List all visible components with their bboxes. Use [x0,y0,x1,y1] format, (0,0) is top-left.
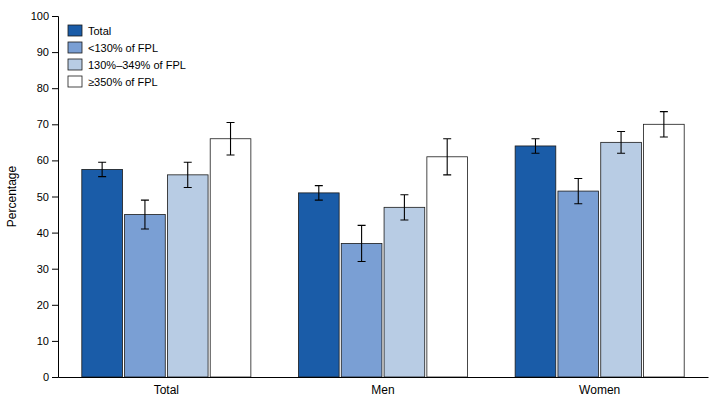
tick-mark [52,377,58,378]
bar [341,243,382,377]
tick: 0 [43,371,58,383]
tick-label: 80 [37,82,49,94]
legend-swatch [68,76,82,87]
tick: 50 [37,191,58,203]
bar [384,207,425,377]
legend-item: 130%–349% of FPL [68,59,186,71]
legend-swatch [68,25,82,36]
marks [82,112,684,377]
error-bar [227,122,235,154]
bar [558,191,599,377]
error-bar [660,112,668,137]
bar [427,157,468,377]
tick-mark [52,52,58,53]
bar [644,124,685,377]
tick-label: 30 [37,263,49,275]
tick-mark [52,341,58,342]
tick-mark [52,269,58,270]
bar [125,215,166,377]
tick: 40 [37,227,58,239]
error-bar [443,139,451,175]
legend-label: <130% of FPL [88,42,158,54]
bar [601,142,642,377]
tick-mark [52,124,58,125]
tick-mark [52,305,58,306]
y-axis: 0 10 20 30 40 50 60 70 80 90 100 [31,10,59,383]
tick-mark [52,160,58,161]
tick-label: 40 [37,227,49,239]
tick-label: 10 [37,335,49,347]
tick-mark [52,16,58,17]
tick-label: 90 [37,46,49,58]
bar [167,175,208,377]
legend-label: ≥350% of FPL [88,76,158,88]
tick: Men [371,377,394,397]
legend-label: 130%–349% of FPL [88,59,186,71]
error-bar [400,195,408,220]
tick-label: 60 [37,154,49,166]
error-bar [531,139,539,153]
series [167,132,641,377]
error-bar [358,225,366,261]
tick: 30 [37,263,58,275]
x-axis: Total Men Women [59,377,709,397]
series [210,112,684,377]
tick: 60 [37,154,58,166]
tick-mark [52,233,58,234]
error-bar [184,162,192,187]
tick: Women [579,377,620,397]
bar [82,169,123,377]
legend: Total <130% of FPL 130%–349% of FPL ≥350% o… [68,25,186,88]
bar [298,193,339,377]
error-bar [98,162,106,176]
series [82,139,556,377]
tick: 10 [37,335,58,347]
tick: 80 [37,82,58,94]
tick-mark [52,197,58,198]
legend-label: Total [88,25,111,37]
tick-label: Total [154,383,179,397]
tick-label: 0 [43,371,49,383]
tick-label: 70 [37,118,49,130]
tick-label: 20 [37,299,49,311]
legend-swatch [68,42,82,53]
tick-label: 50 [37,191,49,203]
error-bar [141,200,149,229]
tick-label: Women [579,383,620,397]
chart: Total Men Women 0 10 20 30 40 50 60 70 80 90 100 Perce… [0,0,724,413]
tick: 90 [37,46,58,58]
tick: 20 [37,299,58,311]
axis-line [52,17,59,378]
plot: Total Men Women 0 10 20 30 40 50 60 70 80 90 100 Perce… [5,10,709,397]
bar [515,146,556,377]
tick: 100 [31,10,58,22]
error-bar [574,178,582,203]
tick-mark [52,88,58,89]
legend-item: Total [68,25,111,37]
legend-item: ≥350% of FPL [68,76,158,88]
legend-item: <130% of FPL [68,42,158,54]
tick-label: 100 [31,10,49,22]
tick: 70 [37,118,58,130]
error-bar [315,186,323,200]
tick: Total [154,377,179,397]
bar [210,139,251,377]
axis-title: Percentage [5,165,19,227]
tick-label: Men [371,383,394,397]
axis-line [59,377,709,378]
legend-swatch [68,59,82,70]
error-bar [617,132,625,154]
